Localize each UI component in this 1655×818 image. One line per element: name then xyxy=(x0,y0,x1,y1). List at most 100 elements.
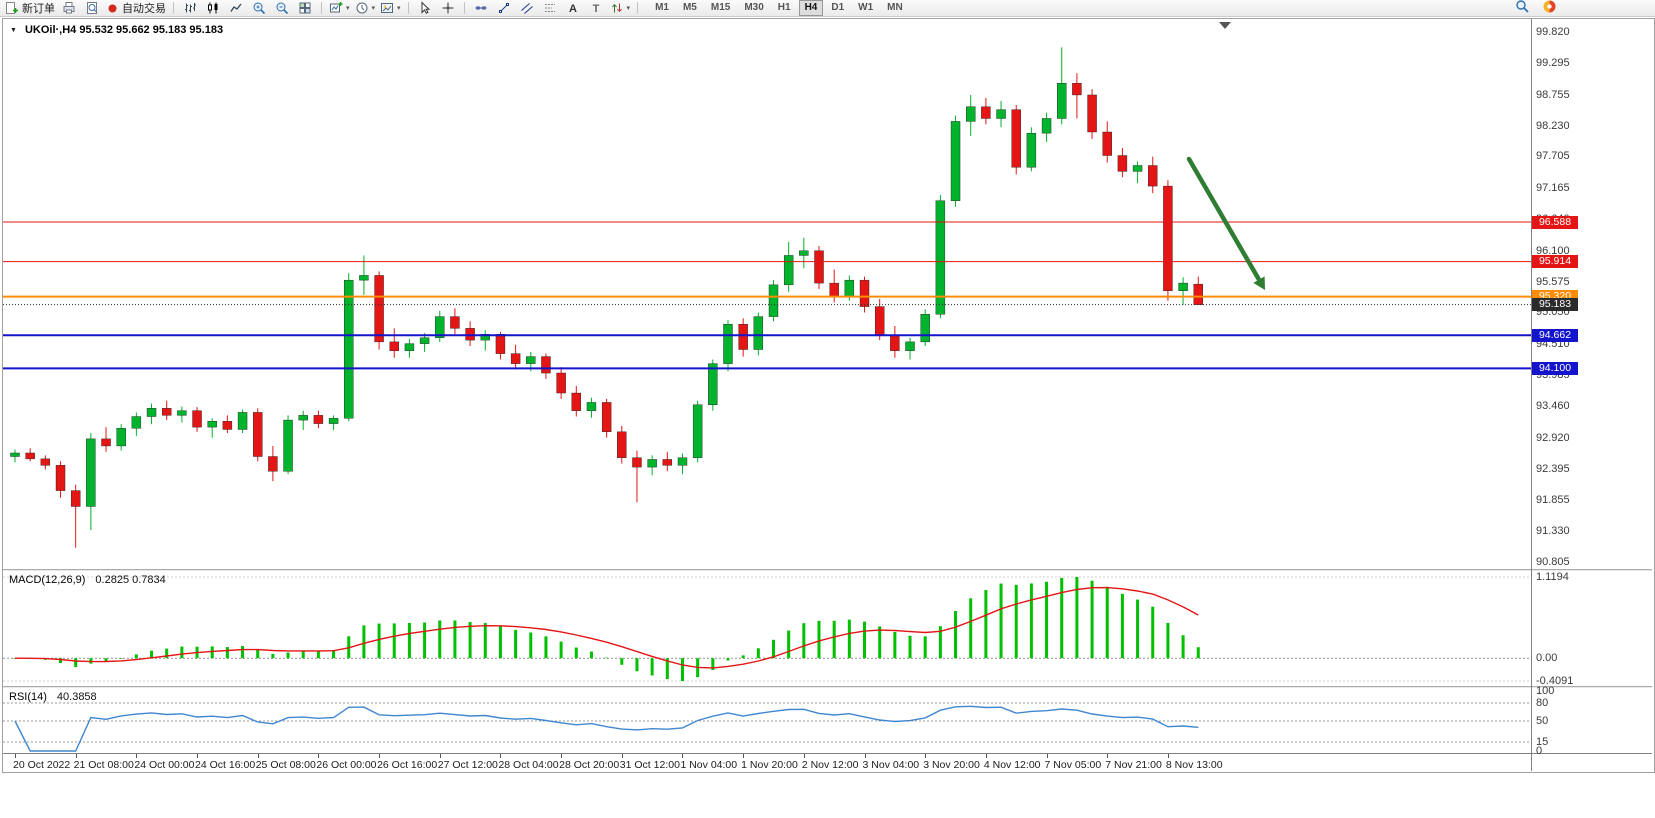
time-tick xyxy=(621,754,623,758)
time-tick xyxy=(318,754,320,758)
trendline-icon xyxy=(497,1,511,15)
chevron-down-icon: ▾ xyxy=(371,4,376,12)
time-tick-label: 27 Oct 12:00 xyxy=(437,759,498,771)
horizontal-line-icon xyxy=(474,1,488,15)
print-preview-button[interactable] xyxy=(81,1,103,16)
price-pane[interactable] xyxy=(3,19,1531,569)
price-tick-label: 97.705 xyxy=(1536,150,1570,163)
timeframe-w1[interactable]: W1 xyxy=(858,2,874,13)
chart-shift-marker[interactable] xyxy=(1219,22,1231,29)
timeframe-group: M1 M5 M15 M30 H1 H4 D1 W1 MN xyxy=(649,0,909,16)
time-tick xyxy=(136,754,138,758)
price-tick-label: 99.295 xyxy=(1536,56,1570,69)
timeframe-d1[interactable]: D1 xyxy=(831,2,845,13)
time-tick xyxy=(1167,754,1169,758)
candlestick-chart-icon xyxy=(206,1,220,15)
chart-shot-button[interactable]: ▾ xyxy=(378,1,403,16)
time-axis[interactable]: 20 Oct 2022 21 Oct 08:00 24 Oct 00:00 24 Oc… xyxy=(3,753,1531,771)
rsi-label: RSI(14) xyxy=(9,691,47,703)
crosshair-button[interactable] xyxy=(437,1,459,16)
bar-chart-icon xyxy=(183,1,197,15)
tile-windows-button[interactable] xyxy=(294,1,316,16)
price-axis[interactable]: 99.82099.29598.75598.23097.70597.16596.6… xyxy=(1532,19,1652,771)
auto-trading-button[interactable]: 自动交易 xyxy=(104,1,168,16)
time-tick-label: 7 Nov 05:00 xyxy=(1044,759,1102,771)
chevron-down-icon: ▾ xyxy=(626,4,631,12)
channel-icon xyxy=(520,1,534,15)
pane-separator[interactable] xyxy=(3,686,1652,688)
new-order-icon xyxy=(5,1,19,15)
chart-shot-icon xyxy=(380,1,394,15)
time-tick xyxy=(500,754,502,758)
time-tick-label: 25 Oct 08:00 xyxy=(255,759,316,771)
timeframe-m15[interactable]: M15 xyxy=(710,2,731,13)
time-tick xyxy=(561,754,563,758)
macd-pane[interactable] xyxy=(3,571,1531,686)
bar-chart-button[interactable] xyxy=(179,1,201,16)
macd-scale-label: 0.00 xyxy=(1536,652,1558,665)
timeframe-m30[interactable]: M30 xyxy=(744,2,764,13)
price-tick-label: 98.230 xyxy=(1536,119,1570,132)
zoom-out-button[interactable] xyxy=(271,1,293,16)
price-axis-line xyxy=(1531,19,1532,771)
chart-title: UKOil·,H4 95.532 95.662 95.183 95.183 xyxy=(24,24,224,36)
rsi-scale-label: 0 xyxy=(1536,745,1543,757)
new-order-button[interactable]: 新订单 xyxy=(3,1,57,16)
timeframe-m5[interactable]: M5 xyxy=(682,2,697,13)
period-clock-button[interactable]: ▾ xyxy=(353,1,378,16)
cursor-button[interactable] xyxy=(414,1,436,16)
trendline-tool-button[interactable] xyxy=(493,1,515,16)
candlestick-chart-button[interactable] xyxy=(202,1,224,16)
macd-signal-line xyxy=(14,586,1199,669)
chart-window[interactable]: ▼ UKOil·,H4 95.532 95.662 95.183 95.183 … xyxy=(2,18,1655,773)
time-tick xyxy=(15,754,16,758)
time-tick-label: 28 Oct 20:00 xyxy=(559,759,620,771)
zoom-in-icon xyxy=(252,1,266,15)
price-line-badge: 94.662 xyxy=(1532,328,1578,342)
price-tick-label: 99.820 xyxy=(1536,26,1570,39)
timeframe-h4[interactable]: H4 xyxy=(798,0,824,16)
timeframe-h1[interactable]: H1 xyxy=(777,2,791,13)
toolbar-separator xyxy=(463,2,465,14)
line-chart-icon xyxy=(229,1,243,15)
time-tick-label: 26 Oct 00:00 xyxy=(316,759,377,771)
trend-arrow-annotation[interactable] xyxy=(1186,156,1265,290)
community-icon[interactable] xyxy=(1542,0,1557,17)
macd-histogram xyxy=(13,577,1200,681)
toolbar: 新订单 自动交易 ▾ ▾ ▾ xyxy=(0,0,1655,17)
time-tick-label: 31 Oct 12:00 xyxy=(619,759,680,771)
arrows-tool-button[interactable]: ▾ xyxy=(608,1,633,16)
toolbar-right-group xyxy=(1515,0,1557,17)
time-tick-label: 26 Oct 16:00 xyxy=(377,759,438,771)
label-tool-button[interactable]: T xyxy=(585,1,607,16)
search-icon[interactable] xyxy=(1515,0,1530,17)
rsi-line xyxy=(14,705,1199,752)
tile-windows-icon xyxy=(298,1,312,15)
zoom-in-button[interactable] xyxy=(248,1,270,16)
price-tick-label: 91.855 xyxy=(1536,494,1570,507)
line-chart-button[interactable] xyxy=(225,1,247,16)
timeframe-mn[interactable]: MN xyxy=(887,2,903,13)
print-button[interactable] xyxy=(58,1,80,16)
new-chart-button[interactable]: ▾ xyxy=(327,1,352,16)
time-tick-label: 1 Nov 04:00 xyxy=(680,759,738,771)
horizontal-line-tool-button[interactable] xyxy=(470,1,492,16)
timeframe-m1[interactable]: M1 xyxy=(655,2,669,13)
auto-trading-label: 自动交易 xyxy=(122,3,166,15)
one-click-trading-arrow[interactable]: ▼ xyxy=(10,26,17,34)
macd-values: 0.2825 0.7834 xyxy=(95,574,166,586)
pane-separator[interactable] xyxy=(3,569,1652,571)
time-tick xyxy=(803,754,805,758)
fibonacci-tool-button[interactable] xyxy=(539,1,561,16)
price-tick-label: 96.100 xyxy=(1536,244,1570,257)
time-axis-line xyxy=(3,753,1652,754)
time-tick-label: 24 Oct 16:00 xyxy=(195,759,256,771)
price-tick-label: 95.575 xyxy=(1536,275,1570,288)
time-tick-label: 3 Nov 04:00 xyxy=(862,759,920,771)
macd-label: MACD(12,26,9) xyxy=(9,574,86,586)
price-line-badge: 94.100 xyxy=(1532,361,1578,375)
rsi-scale-label: 80 xyxy=(1536,697,1549,709)
rsi-pane[interactable] xyxy=(3,688,1531,753)
channel-tool-button[interactable] xyxy=(516,1,538,16)
text-tool-button[interactable]: A xyxy=(562,1,584,16)
